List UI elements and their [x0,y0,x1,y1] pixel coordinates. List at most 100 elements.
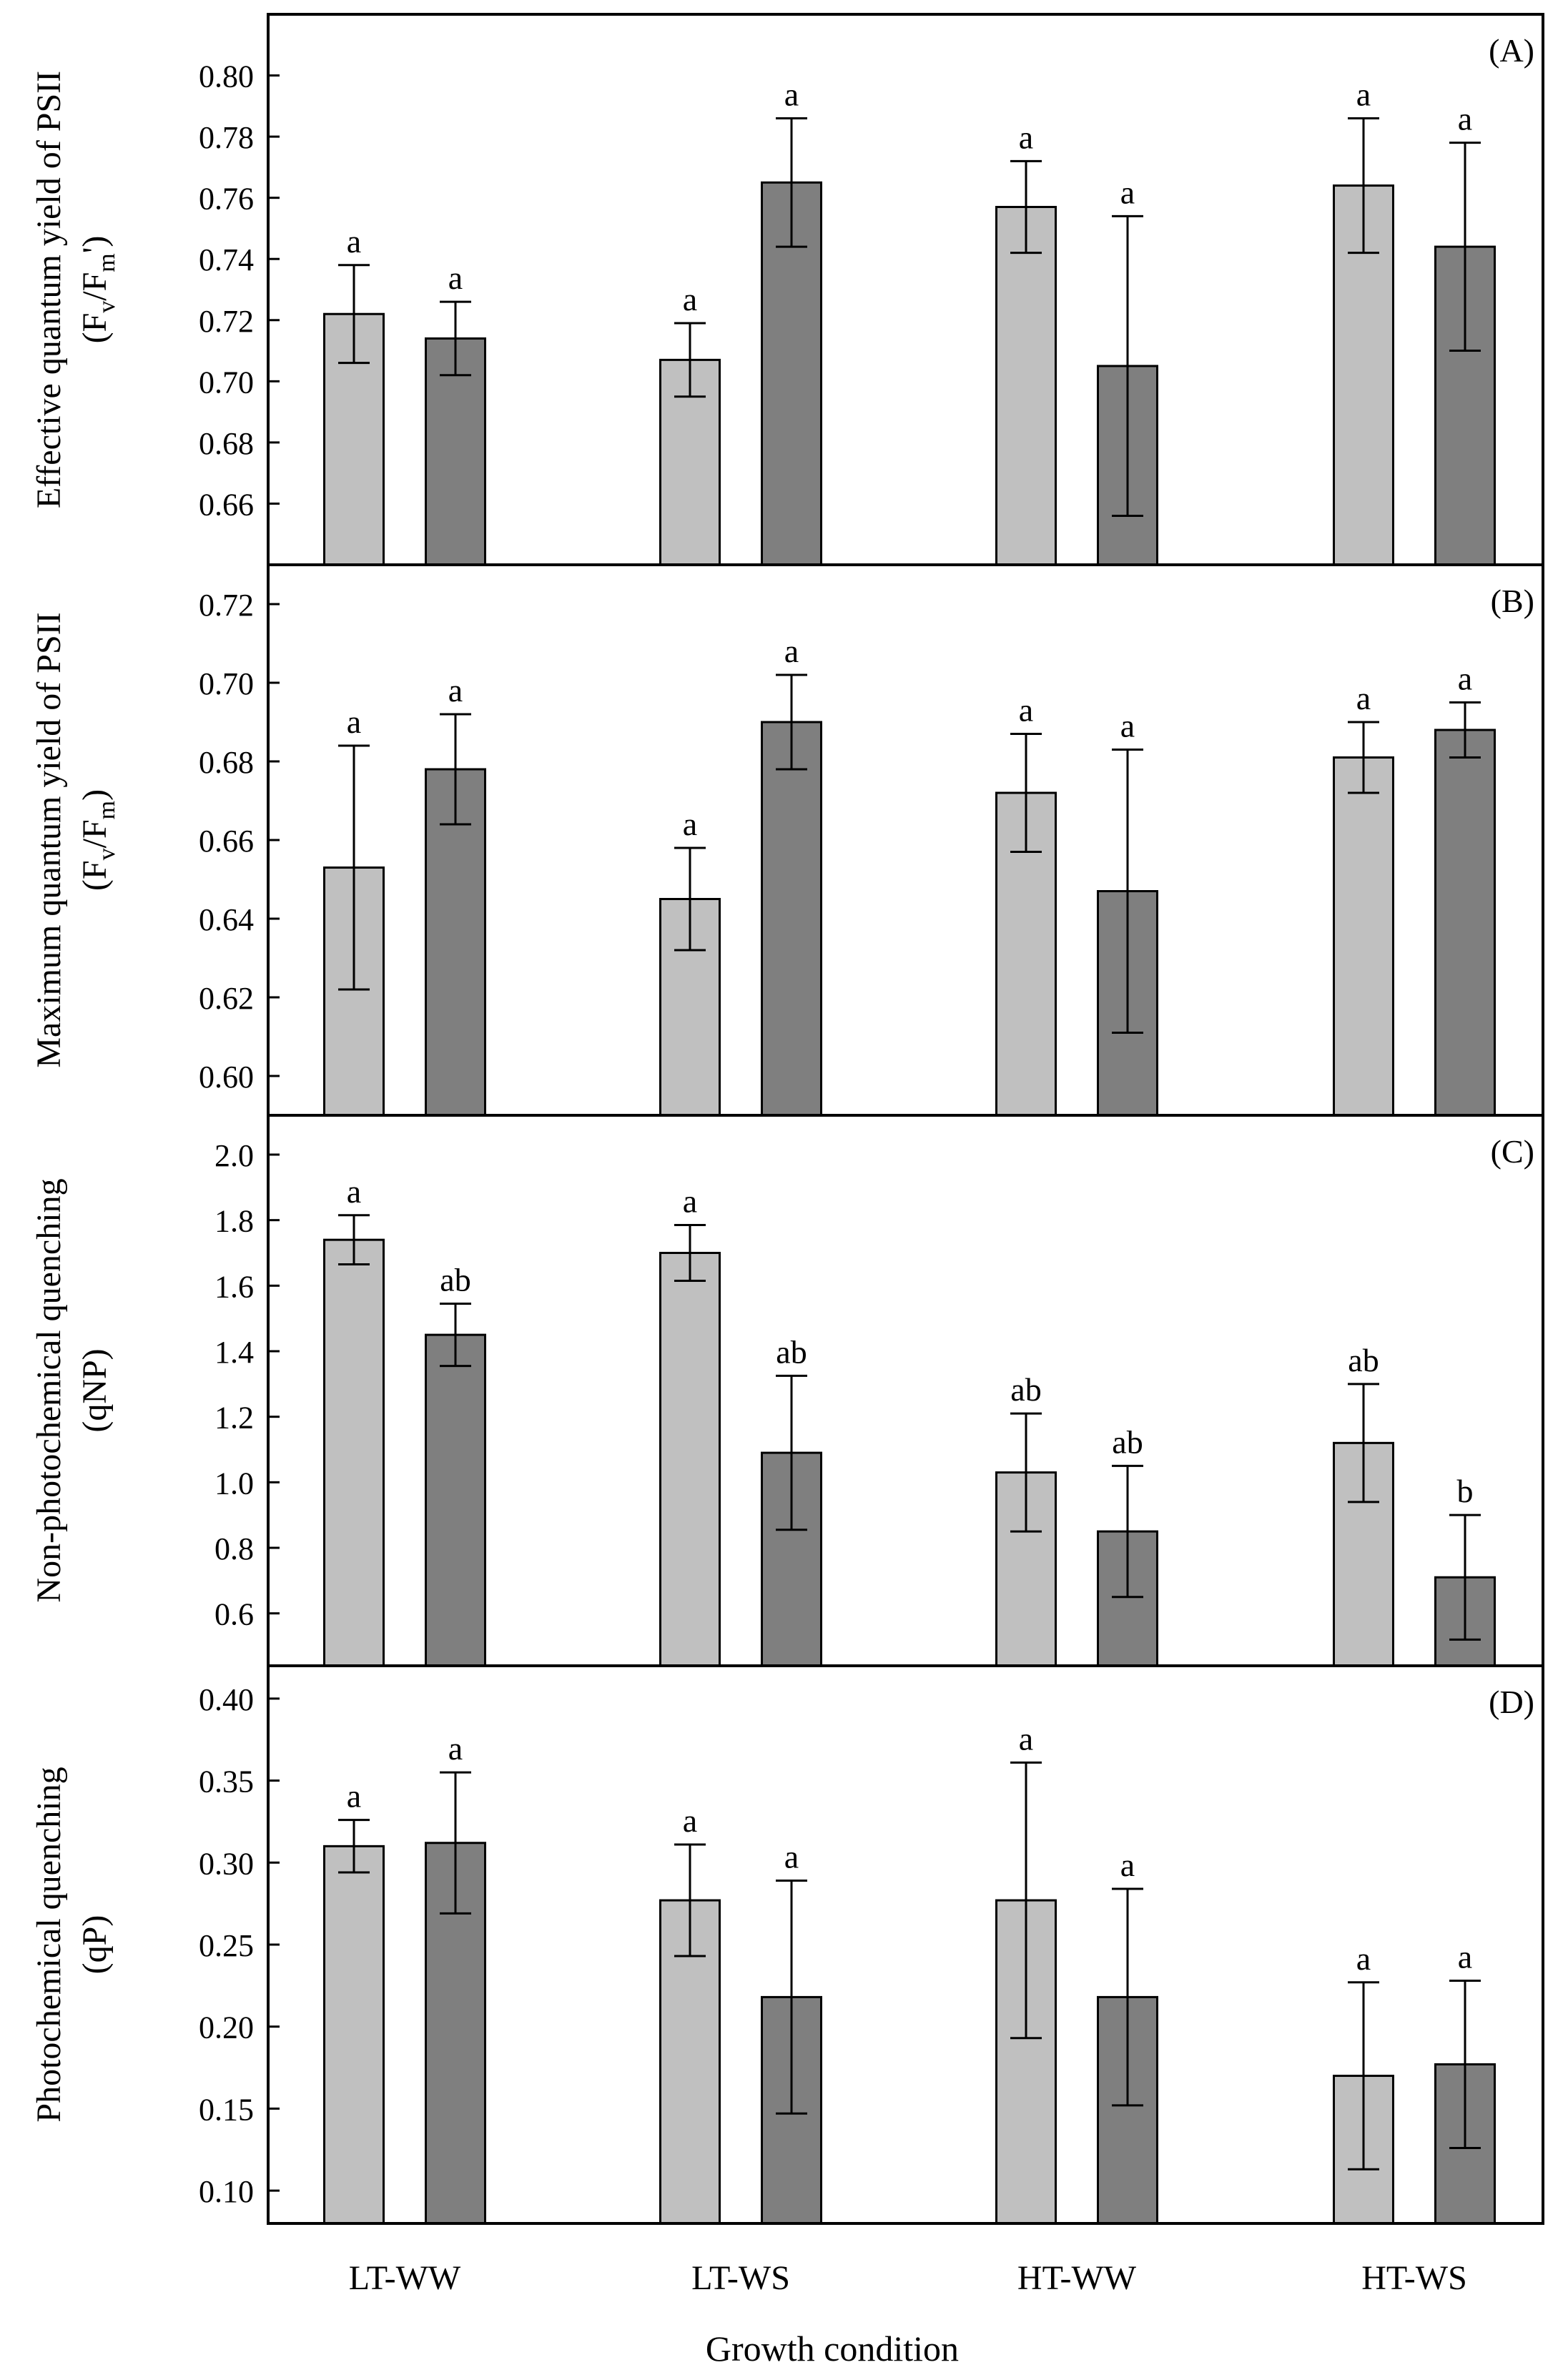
significance-letter: a [1019,1720,1033,1757]
significance-letter: ab [1010,1371,1041,1408]
y-axis-label-unit: (qP) [76,1915,114,1975]
bar [761,721,822,1117]
significance-letter: a [1458,661,1472,697]
panel-3: 0.6 0.8 1.0 1.2 1.4 1.6 1.8 2.0 a a ab ab ab ab ab b (C)… [30,1114,1544,1667]
significance-letter: a [683,1183,697,1220]
x-axis-label: Growth condition [706,2329,959,2369]
significance-letter: a [347,1778,361,1814]
significance-letter: a [448,672,463,708]
y-tick-label: 0.76 [199,182,254,217]
y-tick-label: 1.0 [215,1466,254,1501]
y-tick-label: 0.64 [199,902,254,937]
panel-label: (B) [1491,583,1534,619]
y-tick-label: 0.25 [199,1928,254,1963]
y-tick-label: 0.60 [199,1060,254,1095]
y-axis-label: Effective quantum yield of PSII [30,71,68,508]
bar [323,1845,385,2225]
y-tick-label: 0.30 [199,1846,254,1881]
formula-subscript: v [94,848,120,860]
y-tick-label: 0.72 [199,304,254,339]
significance-letter: a [347,703,361,740]
y-axis-label-formula: (Fv/Fm') [76,236,120,344]
y-tick-label: 0.78 [199,120,254,155]
formula-subscript: m [94,253,120,272]
significance-letter: ab [1112,1423,1143,1460]
formula-part: (F [76,860,114,891]
y-tick-label: 1.6 [215,1269,254,1304]
formula-subscript: m [94,801,120,819]
bar [425,768,486,1117]
panel-1: 0.66 0.68 0.70 0.72 0.74 0.76 0.78 0.80 a a a a a a a a… [30,13,1544,566]
x-tick-label: LT-WW [349,2259,461,2297]
significance-letter: a [1120,174,1135,210]
significance-letter: a [347,1173,361,1210]
significance-letter: ab [1348,1342,1379,1378]
y-tick-label: 0.68 [199,745,254,780]
x-tick-label: HT-WS [1361,2259,1467,2297]
formula-part: (F [76,313,114,344]
significance-letter: a [784,1839,799,1875]
y-tick-label: 0.40 [199,1682,254,1717]
significance-letter: a [448,1730,463,1767]
significance-letter: a [1356,76,1371,112]
bar [995,206,1057,566]
significance-letter: a [1458,1938,1472,1975]
formula-part: ) [76,789,114,801]
chart-panels: 0.66 0.68 0.70 0.72 0.74 0.76 0.78 0.80 a a a a a a a a… [30,13,1544,2225]
significance-letter: a [1019,692,1033,729]
y-tick-label: 0.66 [199,824,254,859]
significance-letter: a [448,260,463,296]
significance-letter: a [683,1802,697,1839]
bar [1333,756,1394,1117]
y-tick-label: 0.6 [215,1597,254,1632]
formula-part: ') [76,236,114,254]
panel-label: (A) [1489,32,1534,69]
significance-letter: a [683,281,697,317]
formula-part: /F [76,819,114,848]
bar [1434,729,1496,1117]
shared-x-axis: LT-WW LT-WS HT-WW HT-WS [349,2259,1467,2297]
y-axis-label-unit: (qNP) [76,1348,114,1432]
significance-letter: a [1356,680,1371,716]
panel-4: 0.10 0.15 0.20 0.25 0.30 0.35 0.40 a a a a a a a a (D) P… [30,1664,1544,2225]
y-tick-label: 0.20 [199,2010,254,2045]
bar [425,1333,486,1667]
significance-letter: a [347,223,361,260]
x-tick-label: LT-WS [691,2259,790,2297]
y-tick-label: 0.74 [199,242,254,277]
significance-letter: a [1356,1940,1371,1977]
y-tick-label: 0.10 [199,2174,254,2209]
y-axis-label-formula: (Fv/Fm) [76,789,120,891]
y-tick-label: 1.4 [215,1335,254,1370]
y-tick-label: 0.70 [199,666,254,701]
panel-frame [267,1664,1544,2225]
significance-letter: a [1019,119,1033,155]
y-tick-label: 0.66 [199,487,254,522]
y-axis-label: Photochemical quenching [30,1767,68,2122]
y-axis-label: Non-photochemical quenching [30,1178,68,1602]
significance-letter: a [784,76,799,112]
panel-label: (C) [1491,1133,1534,1170]
significance-letter: b [1457,1473,1474,1509]
y-tick-label: 0.15 [199,2092,254,2127]
significance-letter: a [1120,708,1135,744]
significance-letter: a [683,806,697,842]
significance-letter: ab [440,1262,470,1298]
y-tick-label: 0.68 [199,426,254,461]
y-tick-label: 1.8 [215,1204,254,1239]
y-tick-label: 0.8 [215,1531,254,1566]
significance-letter: a [1458,101,1472,137]
panel-label: (D) [1489,1684,1534,1720]
y-tick-label: 0.70 [199,365,254,400]
bar [323,1238,385,1667]
y-tick-label: 2.0 [215,1138,254,1173]
y-tick-label: 0.35 [199,1764,254,1799]
y-axis-label: Maximum quantum yield of PSII [30,612,68,1067]
x-tick-label: HT-WW [1017,2259,1137,2297]
formula-part: /F [76,272,114,301]
significance-letter: a [1120,1847,1135,1883]
y-tick-label: 0.80 [199,59,254,94]
bar [659,1252,721,1667]
significance-letter: a [784,633,799,669]
formula-subscript: v [94,301,120,313]
